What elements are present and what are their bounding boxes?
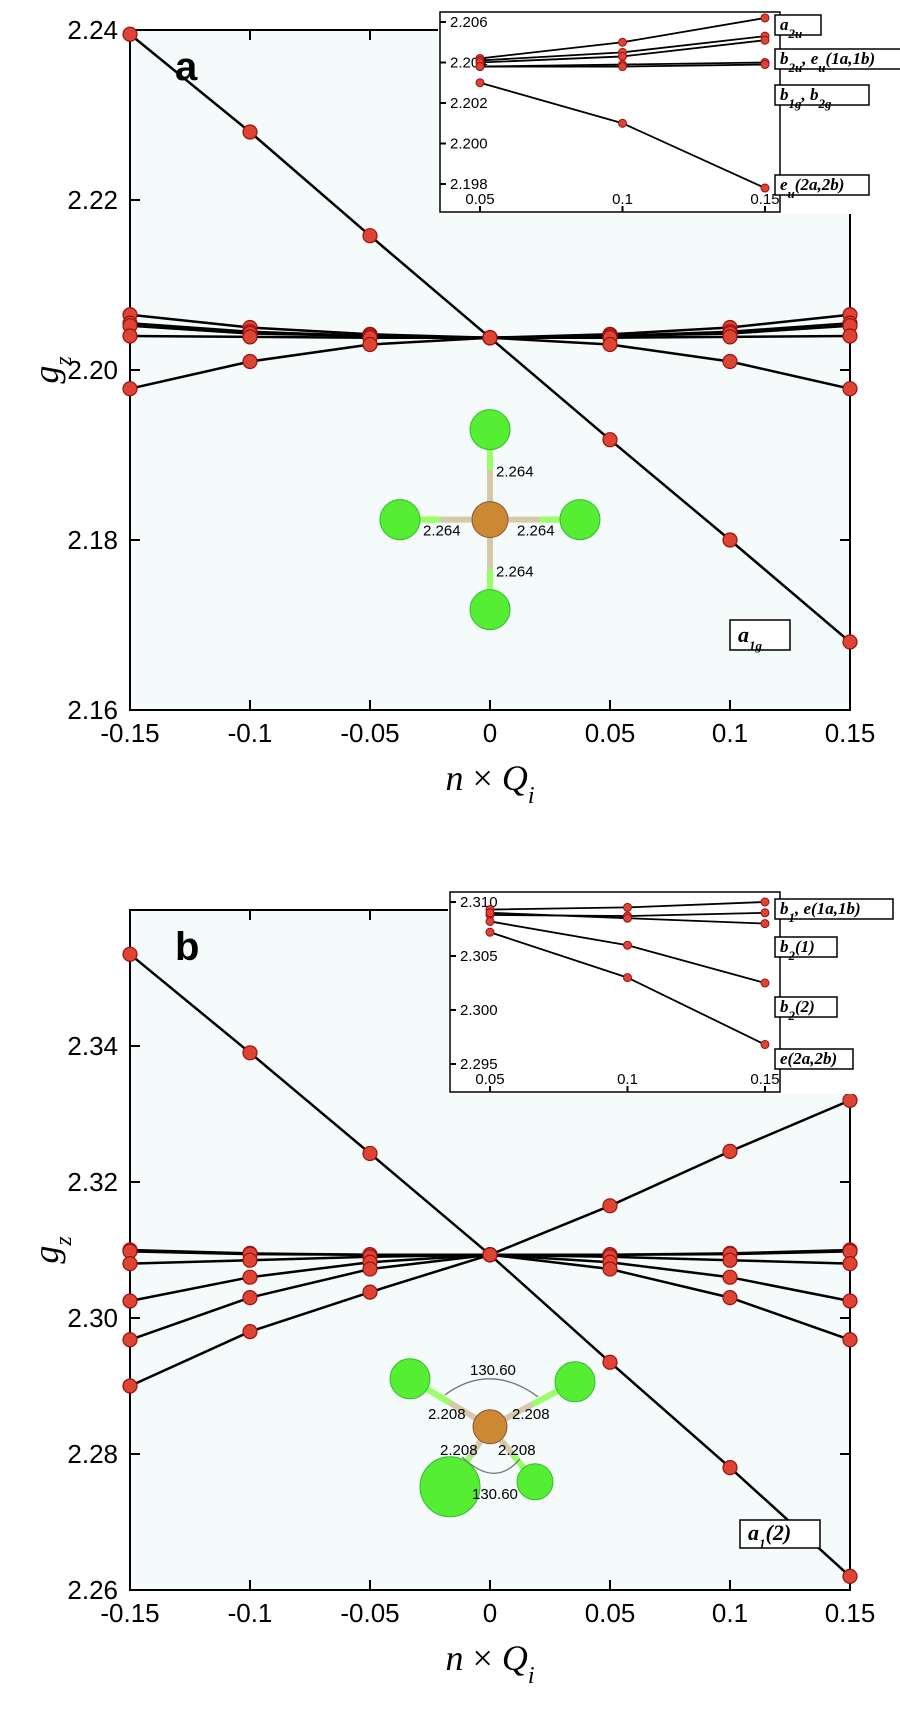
- svg-text:2.264: 2.264: [423, 523, 461, 540]
- svg-text:0.15: 0.15: [825, 718, 876, 748]
- svg-text:-0.05: -0.05: [340, 1598, 399, 1628]
- svg-text:2.295: 2.295: [460, 1056, 498, 1073]
- svg-text:-0.1: -0.1: [228, 718, 273, 748]
- svg-text:2.208: 2.208: [428, 1406, 466, 1423]
- svg-text:0.15: 0.15: [825, 1598, 876, 1628]
- svg-text:2.198: 2.198: [450, 176, 488, 193]
- svg-text:2.34: 2.34: [67, 1031, 118, 1061]
- svg-text:-0.05: -0.05: [340, 718, 399, 748]
- svg-text:0: 0: [483, 718, 497, 748]
- svg-text:130.60: 130.60: [472, 1486, 518, 1503]
- svg-text:2.208: 2.208: [440, 1442, 478, 1459]
- svg-text:2.264: 2.264: [496, 564, 534, 581]
- svg-text:0.05: 0.05: [465, 191, 494, 208]
- svg-text:gz: gz: [26, 1236, 77, 1264]
- svg-text:2.18: 2.18: [67, 525, 118, 555]
- svg-text:n × Qi: n × Qi: [446, 1638, 535, 1689]
- svg-text:2.22: 2.22: [67, 185, 118, 215]
- svg-text:0.05: 0.05: [475, 1071, 504, 1088]
- svg-text:0.1: 0.1: [617, 1071, 638, 1088]
- svg-text:-0.1: -0.1: [228, 1598, 273, 1628]
- svg-text:0.1: 0.1: [612, 191, 633, 208]
- svg-text:0.15: 0.15: [750, 1071, 779, 1088]
- svg-text:2.24: 2.24: [67, 15, 118, 45]
- svg-text:130.60: 130.60: [470, 1362, 516, 1379]
- svg-text:2.264: 2.264: [496, 464, 534, 481]
- svg-text:2.206: 2.206: [450, 14, 488, 31]
- svg-text:2.264: 2.264: [517, 523, 555, 540]
- svg-text:0.1: 0.1: [712, 718, 748, 748]
- svg-text:2.202: 2.202: [450, 95, 488, 112]
- svg-text:a: a: [175, 45, 198, 89]
- svg-text:2.30: 2.30: [67, 1303, 118, 1333]
- figure-svg: -0.15-0.1-0.0500.050.10.152.162.182.202.…: [0, 0, 900, 1728]
- svg-text:2.28: 2.28: [67, 1439, 118, 1469]
- svg-text:0.05: 0.05: [585, 718, 636, 748]
- svg-text:2.32: 2.32: [67, 1167, 118, 1197]
- svg-text:0.05: 0.05: [585, 1598, 636, 1628]
- svg-text:2.200: 2.200: [450, 136, 488, 153]
- svg-text:2.300: 2.300: [460, 1002, 498, 1019]
- svg-text:2.208: 2.208: [512, 1406, 550, 1423]
- svg-text:2.305: 2.305: [460, 948, 498, 965]
- svg-text:2.16: 2.16: [67, 695, 118, 725]
- svg-text:n × Qi: n × Qi: [446, 758, 535, 809]
- svg-text:2.208: 2.208: [498, 1442, 536, 1459]
- svg-text:e(2a,2b): e(2a,2b): [780, 1049, 837, 1068]
- svg-text:0: 0: [483, 1598, 497, 1628]
- svg-text:0.1: 0.1: [712, 1598, 748, 1628]
- svg-text:2.26: 2.26: [67, 1575, 118, 1605]
- svg-text:b: b: [175, 925, 199, 969]
